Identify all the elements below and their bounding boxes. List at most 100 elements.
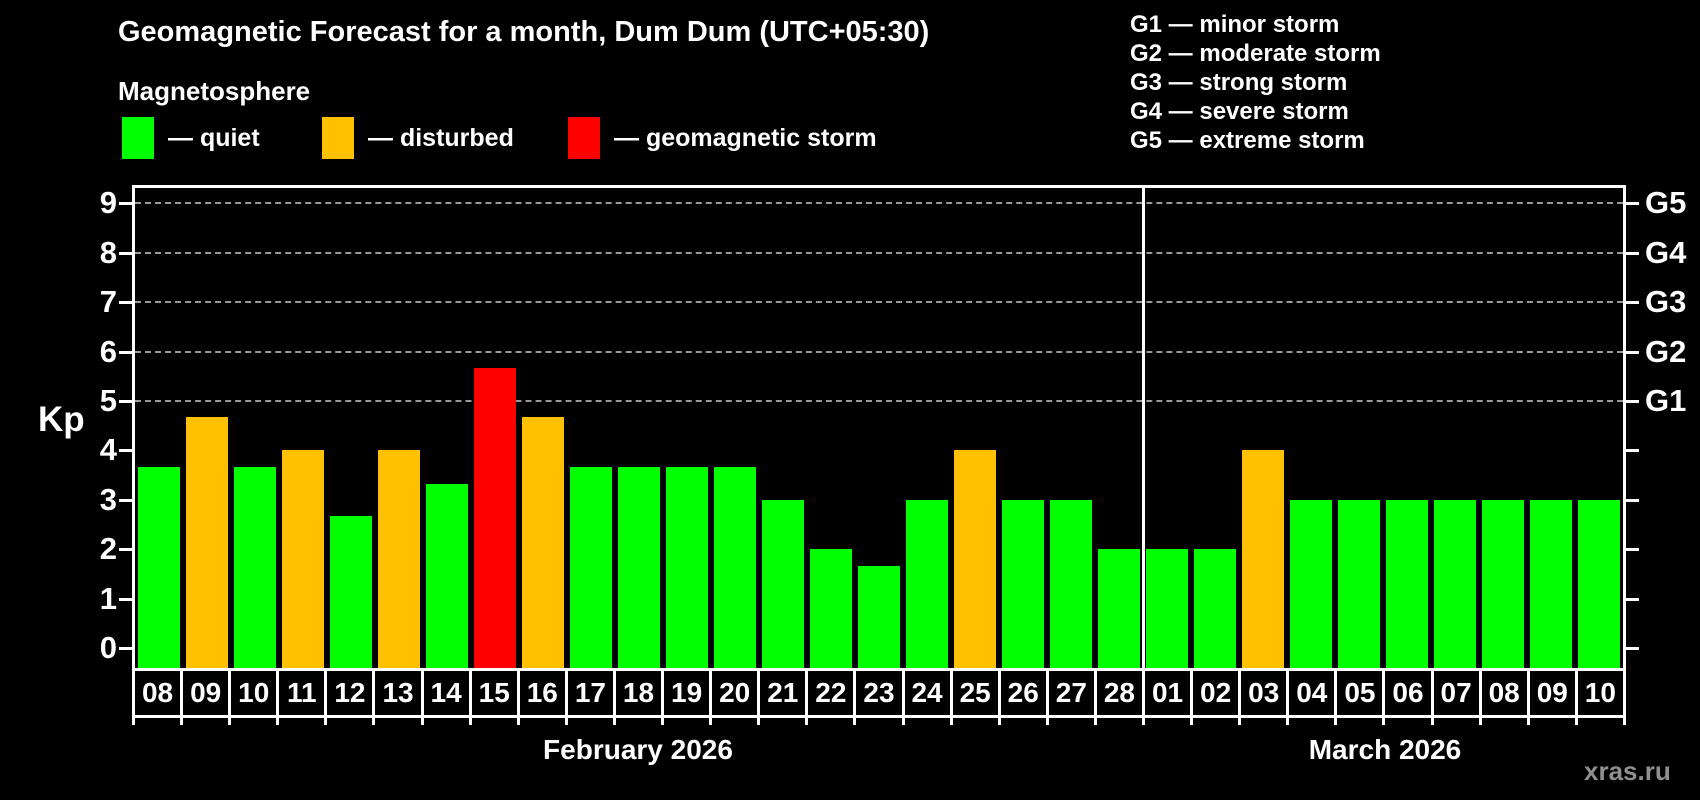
day-label-cell: 25 [949, 668, 1001, 725]
g5-legend-line: G5 — extreme storm [1130, 127, 1365, 154]
y-tick-left [119, 202, 132, 206]
kp-bar-02 [1194, 549, 1236, 668]
g-scale-label-g1: G1 [1645, 383, 1687, 418]
day-label-cell: 01 [1141, 668, 1194, 725]
kp-bar-11 [282, 450, 324, 668]
y-tick-right [1626, 251, 1639, 255]
y-tick-right [1626, 597, 1639, 601]
g1-legend-line: G1 — minor storm [1130, 11, 1340, 38]
page-title: Geomagnetic Forecast for a month, Dum Du… [118, 16, 930, 48]
day-label-cell: 04 [1286, 668, 1338, 725]
bar-slot [519, 188, 567, 668]
plot-area: 0 1 2 3 4 5 6 7 8 9 G1 G2 G3 G4 G5 [100, 185, 1686, 668]
bar-slot [1143, 188, 1191, 668]
bar-slot [807, 188, 855, 668]
g4-legend-line: G4 — severe storm [1130, 98, 1349, 125]
bar-slot [711, 188, 759, 668]
kp-bar-27 [1050, 499, 1092, 668]
kp-bar-17 [570, 466, 612, 668]
y-tick-label: 4 [99, 432, 117, 468]
day-label-cell: 11 [276, 668, 328, 725]
disturbed-swatch [322, 117, 354, 159]
kp-bar-28 [1098, 549, 1140, 668]
kp-bar-13 [378, 450, 420, 668]
day-label-cell: 13 [372, 668, 424, 725]
y-tick-right [1626, 498, 1639, 502]
bar-slot [615, 188, 663, 668]
bar-slot [1095, 188, 1143, 668]
kp-bar-19 [666, 466, 708, 668]
bar-slot [135, 188, 183, 668]
kp-bar-16 [522, 417, 564, 668]
day-label-cell: 27 [1045, 668, 1097, 725]
storm-swatch [568, 117, 600, 159]
bar-slot [1527, 188, 1575, 668]
day-label-cell: 05 [1334, 668, 1386, 725]
month-separator [1142, 188, 1145, 668]
bar-slot [855, 188, 903, 668]
gridline-kp5 [135, 400, 1623, 402]
y-tick-left [119, 498, 132, 502]
y-tick-left [119, 350, 132, 354]
day-label-cell: 21 [757, 668, 809, 725]
day-axis-row: 08 09 10 11 12 13 14 15 16 17 18 19 20 21 22 23 24 25 26 27… [132, 668, 1626, 725]
kp-bar-22 [810, 549, 852, 668]
bar-slot [423, 188, 471, 668]
y-tick-right [1626, 449, 1639, 453]
kp-bar-18 [618, 466, 660, 668]
day-label-cell: 26 [997, 668, 1049, 725]
storm-scale-legend: G1 — minor storm G2 — moderate storm G3 … [1130, 10, 1381, 155]
kp-bar-10 [1578, 499, 1620, 668]
y-tick-label: 5 [99, 383, 117, 418]
day-label-cell: 06 [1382, 668, 1434, 725]
y-tick-label: 0 [99, 630, 117, 665]
g-scale-label-g5: G5 [1645, 185, 1687, 221]
gridline-kp7 [135, 301, 1623, 304]
gridline-kp6 [135, 350, 1623, 353]
kp-bar-06 [1386, 499, 1428, 668]
day-label-cell: 19 [661, 668, 713, 725]
kp-bar-03 [1242, 450, 1284, 668]
bars-layer [135, 188, 1623, 668]
y-tick-label: 1 [99, 580, 117, 616]
day-label-cell: 09 [1526, 668, 1578, 725]
bar-slot [999, 188, 1047, 668]
day-label-cell: 20 [709, 668, 761, 725]
bar-slot [1335, 188, 1383, 668]
bar-slot [759, 188, 807, 668]
y-tick-left [119, 597, 132, 601]
quiet-label: — quiet [168, 123, 260, 152]
kp-bar-24 [906, 499, 948, 668]
day-label-cell: 09 [180, 668, 232, 725]
bar-slot [903, 188, 951, 668]
month-label-february: February 2026 [543, 734, 733, 765]
bar-slot [567, 188, 615, 668]
day-label-cell: 12 [324, 668, 376, 725]
day-label-cell: 24 [901, 668, 953, 725]
day-label-cell: 14 [420, 668, 472, 725]
kp-bar-09 [186, 417, 228, 668]
day-label-cell: 17 [564, 668, 616, 725]
bar-slot [1047, 188, 1095, 668]
day-label-cell: 08 [1478, 668, 1530, 725]
kp-bar-08 [1482, 499, 1524, 668]
month-label-march: March 2026 [1308, 734, 1462, 765]
y-tick-left [119, 301, 132, 305]
legend-item-storm: — geomagnetic storm [568, 116, 877, 160]
quiet-swatch [122, 117, 154, 159]
g3-legend-line: G3 — strong storm [1130, 69, 1348, 96]
kp-bar-04 [1290, 499, 1332, 668]
y-tick-label: 7 [99, 284, 117, 320]
y-tick-left [119, 548, 132, 552]
g-scale-label-g3: G3 [1645, 284, 1687, 320]
bar-slot [1575, 188, 1623, 668]
y-tick-right [1626, 301, 1639, 305]
chart-subtitle: Magnetosphere [118, 76, 311, 106]
y-tick-label: 9 [99, 185, 117, 221]
day-label-cell: 18 [612, 668, 665, 725]
bar-slot [1431, 188, 1479, 668]
day-label-cell: 16 [516, 668, 568, 725]
bar-slot [663, 188, 711, 668]
y-tick-right [1626, 548, 1639, 552]
